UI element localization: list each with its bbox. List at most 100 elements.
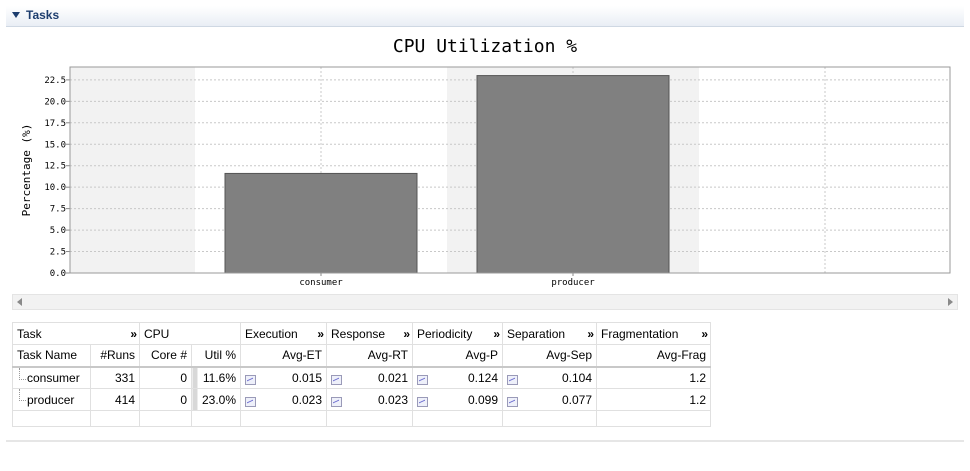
cell-value: 1.2: [689, 370, 706, 385]
chart-icon[interactable]: [507, 374, 518, 385]
cell-core-: 0: [139, 366, 192, 389]
expand-columns-icon[interactable]: »: [130, 326, 137, 341]
cell-value: 0.104: [561, 370, 592, 385]
cell-avg-p: 0.099: [412, 388, 503, 411]
task-name-cell: consumer: [12, 366, 91, 389]
y-tick-label-6: 15.0: [44, 140, 66, 150]
cell-value: 0.015: [291, 370, 322, 385]
chart-icon[interactable]: [417, 396, 428, 407]
cpu-utilization-chart: 0.0 2.5 5.0 7.5 10.0 12.5 15.0 17.5 20.0 22.5 cons…: [20, 66, 951, 288]
empty-cell: [191, 410, 241, 427]
cell-value: 0.021: [377, 370, 408, 385]
empty-cell: [139, 410, 192, 427]
empty-cell: [240, 410, 327, 427]
section-title: Tasks: [26, 8, 60, 22]
cell-avg-p: 0.124: [412, 366, 503, 389]
x-tick-label-producer: producer: [551, 278, 595, 288]
column-header-avg-rt[interactable]: Avg-RT: [326, 344, 413, 368]
column-header-core-[interactable]: Core #: [139, 344, 192, 368]
cell--runs: 331: [90, 366, 140, 389]
group-header-label: Task: [17, 326, 42, 341]
cell-avg-sep: 0.104: [502, 366, 597, 389]
y-tick-label-9: 22.5: [44, 76, 66, 86]
chart-title: CPU Utilization %: [392, 36, 578, 57]
chart-icon[interactable]: [417, 374, 428, 385]
scroll-right-icon[interactable]: [948, 298, 953, 306]
cell-value: 1.2: [689, 392, 706, 407]
y-axis-label: Percentage (%): [20, 124, 33, 217]
group-header-cpu[interactable]: CPU: [139, 322, 241, 345]
cell-value: 0.023: [377, 392, 408, 407]
tasks-section-header[interactable]: Tasks: [6, 6, 964, 27]
chart-icon[interactable]: [245, 374, 256, 385]
column-header-avg-et[interactable]: Avg-ET: [240, 344, 327, 368]
column-header-avg-sep[interactable]: Avg-Sep: [502, 344, 597, 368]
group-header-task[interactable]: Task »: [12, 322, 140, 345]
task-name: producer: [27, 392, 75, 407]
horizontal-scrollbar[interactable]: [12, 294, 958, 310]
empty-cell: [412, 410, 503, 427]
column-header-avg-p[interactable]: Avg-P: [412, 344, 503, 368]
cell-value: 0: [180, 370, 187, 385]
tree-connector-icon: [19, 367, 26, 380]
empty-cell: [326, 410, 413, 427]
expand-columns-icon[interactable]: »: [701, 326, 708, 341]
cell-value: 0.023: [291, 392, 322, 407]
group-header-label: Fragmentation: [601, 326, 679, 341]
column-header-row: Task Name #Runs Core # Util % Avg-ET Avg-RT Av…: [12, 344, 711, 368]
cell-util-: 11.6%: [191, 366, 241, 389]
group-header-separation[interactable]: Separation »: [502, 322, 597, 345]
column-header-task-name[interactable]: Task Name: [12, 344, 91, 368]
y-tick-label-4: 10.0: [44, 183, 66, 193]
group-header-execution[interactable]: Execution »: [240, 322, 327, 345]
group-header-label: Separation: [507, 326, 566, 341]
y-tick-label-0: 0.0: [50, 269, 66, 279]
column-header--runs[interactable]: #Runs: [90, 344, 140, 368]
table-row[interactable]: consumer 331 0 11.6% 0.015 0.021 0.124 0.104 1.2: [12, 366, 711, 389]
empty-cell: [12, 410, 91, 427]
task-name: consumer: [27, 370, 80, 385]
cell-value: 0.077: [561, 392, 592, 407]
tasks-table: Task» CPU Execution» Response» Periodicity» S…: [12, 322, 711, 427]
column-header-util-[interactable]: Util %: [191, 344, 241, 368]
group-header-label: CPU: [144, 326, 170, 341]
tree-connector-icon: [19, 389, 26, 401]
expand-columns-icon[interactable]: »: [587, 326, 594, 341]
empty-cell: [596, 410, 711, 427]
chart-icon[interactable]: [331, 374, 342, 385]
cell-avg-rt: 0.021: [326, 366, 413, 389]
bar-producer: [476, 75, 670, 274]
group-header-fragmentation[interactable]: Fragmentation »: [596, 322, 711, 345]
chart-icon[interactable]: [245, 396, 256, 407]
group-header-label: Execution: [245, 326, 298, 341]
bar-consumer: [224, 172, 418, 274]
group-header-row: Task» CPU Execution» Response» Periodicity» S…: [12, 322, 711, 345]
x-tick-label-consumer: consumer: [299, 278, 343, 288]
cell-value: 0.124: [467, 370, 498, 385]
empty-cell: [90, 410, 140, 427]
cell-avg-et: 0.015: [240, 366, 327, 389]
scroll-left-icon[interactable]: [17, 298, 22, 306]
empty-row: [12, 410, 711, 427]
expand-columns-icon[interactable]: »: [493, 326, 500, 341]
y-tick-label-3: 7.5: [50, 205, 66, 215]
chart-icon[interactable]: [507, 396, 518, 407]
cell-value: 331: [114, 370, 135, 385]
cell-value: 11.6%: [202, 370, 236, 385]
expand-columns-icon[interactable]: »: [403, 326, 410, 341]
plot-frame: [69, 66, 951, 274]
table-row[interactable]: producer 414 0 23.0% 0.023 0.023 0.099 0.077 1.2: [12, 388, 711, 411]
column-header-avg-frag[interactable]: Avg-Frag: [596, 344, 711, 368]
group-header-periodicity[interactable]: Periodicity »: [412, 322, 503, 345]
collapse-triangle-icon[interactable]: [12, 12, 20, 18]
bottom-divider: [6, 440, 964, 442]
group-header-response[interactable]: Response »: [326, 322, 413, 345]
plot-band-0: [70, 67, 195, 273]
y-tick-label-1: 2.5: [50, 248, 66, 258]
y-tick-label-8: 20.0: [44, 97, 66, 107]
cell-avg-rt: 0.023: [326, 388, 413, 411]
cell-util-: 23.0%: [191, 388, 241, 411]
cell--runs: 414: [90, 388, 140, 411]
chart-icon[interactable]: [331, 396, 342, 407]
expand-columns-icon[interactable]: »: [317, 326, 324, 341]
